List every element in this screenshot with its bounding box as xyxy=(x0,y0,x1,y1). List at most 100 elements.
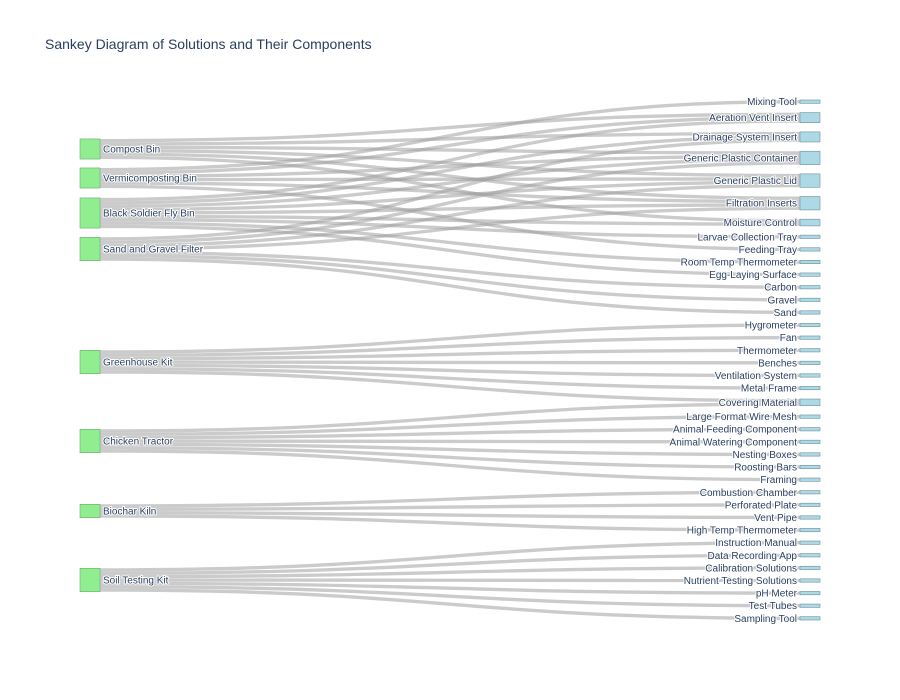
node-vent-pipe[interactable] xyxy=(799,515,821,520)
link-compost-bin-to-aeration-vent-insert[interactable] xyxy=(99,112,801,143)
link-soil-testing-kit-to-instruction-manual[interactable] xyxy=(99,541,801,572)
link-compost-bin-to-drainage-system-insert[interactable] xyxy=(99,131,801,146)
node-generic-plastic-lid[interactable] xyxy=(799,173,821,188)
link-vermicomposting-bin-to-filtration-inserts[interactable] xyxy=(99,181,801,204)
link-sand-and-gravel-filter-to-gravel[interactable] xyxy=(99,254,801,302)
node-ph-meter[interactable] xyxy=(799,591,821,596)
link-vermicomposting-bin-to-generic-plastic-lid[interactable] xyxy=(99,177,801,182)
node-nutrient-testing-solutions[interactable] xyxy=(799,578,821,583)
link-black-soldier-fly-bin-to-drainage-system-insert[interactable] xyxy=(99,135,801,205)
node-hygrometer[interactable] xyxy=(799,323,821,328)
link-vermicomposting-bin-to-generic-plastic-container[interactable] xyxy=(99,154,801,178)
node-framing[interactable] xyxy=(799,477,821,482)
link-soil-testing-kit-to-nutrient-testing-solutions[interactable] xyxy=(99,578,801,583)
node-sampling-tool[interactable] xyxy=(799,616,821,621)
node-carbon[interactable] xyxy=(799,285,821,290)
node-vermicomposting-bin[interactable] xyxy=(79,167,101,189)
node-sand-and-gravel-filter[interactable] xyxy=(79,236,101,262)
node-calibration-solutions[interactable] xyxy=(799,565,821,570)
node-greenhouse-kit[interactable] xyxy=(79,349,101,375)
node-moisture-control[interactable] xyxy=(799,218,821,227)
link-soil-testing-kit-to-calibration-solutions[interactable] xyxy=(99,566,801,579)
node-larvae-collection-tray[interactable] xyxy=(799,234,821,239)
node-label-moisture-control: Moisture Control xyxy=(724,218,797,229)
link-greenhouse-kit-to-metal-frame[interactable] xyxy=(99,367,801,390)
link-biochar-kiln-to-perforated-plate[interactable] xyxy=(99,503,801,511)
node-covering-material[interactable] xyxy=(799,398,821,407)
link-black-soldier-fly-bin-to-aeration-vent-insert[interactable] xyxy=(99,119,801,202)
node-fan[interactable] xyxy=(799,335,821,340)
link-sand-and-gravel-filter-to-filtration-inserts[interactable] xyxy=(99,206,801,251)
node-gravel[interactable] xyxy=(799,297,821,302)
link-soil-testing-kit-to-ph-meter[interactable] xyxy=(99,581,801,595)
link-vermicomposting-bin-to-mixing-tool[interactable] xyxy=(99,100,801,172)
link-greenhouse-kit-to-thermometer[interactable] xyxy=(99,348,801,361)
node-ventilation-system[interactable] xyxy=(799,373,821,378)
node-sand[interactable] xyxy=(799,310,821,315)
node-animal-feeding-component[interactable] xyxy=(799,427,821,432)
link-chicken-tractor-to-framing[interactable] xyxy=(99,449,801,482)
link-compost-bin-to-generic-plastic-lid[interactable] xyxy=(99,149,801,178)
node-generic-plastic-container[interactable] xyxy=(799,150,821,165)
node-label-nutrient-testing-solutions: Nutrient Testing Solutions xyxy=(684,576,797,587)
link-compost-bin-to-filtration-inserts[interactable] xyxy=(99,152,801,200)
node-filtration-inserts[interactable] xyxy=(799,196,821,211)
link-sand-and-gravel-filter-to-carbon[interactable] xyxy=(99,250,801,289)
node-perforated-plate[interactable] xyxy=(799,502,821,507)
link-soil-testing-kit-to-data-recording-app[interactable] xyxy=(99,553,801,575)
link-greenhouse-kit-to-hygrometer[interactable] xyxy=(99,323,801,354)
link-soil-testing-kit-to-test-tubes[interactable] xyxy=(99,585,801,608)
node-feeding-tray[interactable] xyxy=(799,247,821,252)
link-sand-and-gravel-filter-to-sand[interactable] xyxy=(99,257,801,315)
node-animal-watering-component[interactable] xyxy=(799,439,821,444)
link-vermicomposting-bin-to-aeration-vent-insert[interactable] xyxy=(99,115,801,175)
link-sand-and-gravel-filter-to-generic-plastic-container[interactable] xyxy=(99,161,801,244)
node-drainage-system-insert[interactable] xyxy=(799,131,821,143)
link-vermicomposting-bin-to-feeding-tray[interactable] xyxy=(99,184,801,252)
node-mixing-tool[interactable] xyxy=(799,99,821,104)
node-high-temp-thermometer[interactable] xyxy=(799,528,821,533)
link-black-soldier-fly-bin-to-room-temp-thermometer[interactable] xyxy=(99,221,801,264)
link-sand-and-gravel-filter-to-drainage-system-insert[interactable] xyxy=(99,138,801,241)
link-chicken-tractor-to-nesting-boxes[interactable] xyxy=(99,442,801,457)
link-biochar-kiln-to-combustion-chamber[interactable] xyxy=(99,490,801,508)
link-biochar-kiln-to-high-temp-thermometer[interactable] xyxy=(99,514,801,532)
link-black-soldier-fly-bin-to-generic-plastic-lid[interactable] xyxy=(99,180,801,212)
link-chicken-tractor-to-animal-watering-component[interactable] xyxy=(99,439,801,444)
node-combustion-chamber[interactable] xyxy=(799,490,821,495)
link-chicken-tractor-to-roosting-bars[interactable] xyxy=(99,446,801,469)
link-sand-and-gravel-filter-to-generic-plastic-lid[interactable] xyxy=(99,183,801,248)
link-chicken-tractor-to-covering-material[interactable] xyxy=(99,402,801,433)
node-large-format-wire-mesh[interactable] xyxy=(799,414,821,419)
node-nesting-boxes[interactable] xyxy=(799,452,821,457)
node-instruction-manual[interactable] xyxy=(799,540,821,545)
node-data-recording-app[interactable] xyxy=(799,553,821,558)
node-chicken-tractor[interactable] xyxy=(79,428,101,454)
link-soil-testing-kit-to-sampling-tool[interactable] xyxy=(99,588,801,620)
node-roosting-bars[interactable] xyxy=(799,465,821,470)
link-black-soldier-fly-bin-to-filtration-inserts[interactable] xyxy=(99,203,801,215)
link-black-soldier-fly-bin-to-egg-laying-surface[interactable] xyxy=(99,224,801,277)
link-greenhouse-kit-to-benches[interactable] xyxy=(99,360,801,365)
link-compost-bin-to-generic-plastic-container[interactable] xyxy=(99,145,801,155)
link-chicken-tractor-to-animal-feeding-component[interactable] xyxy=(99,427,801,440)
node-aeration-vent-insert[interactable] xyxy=(799,112,821,123)
link-black-soldier-fly-bin-to-generic-plastic-container[interactable] xyxy=(99,157,801,208)
node-thermometer[interactable] xyxy=(799,348,821,353)
node-black-soldier-fly-bin[interactable] xyxy=(79,197,101,229)
link-greenhouse-kit-to-fan[interactable] xyxy=(99,335,801,357)
node-egg-laying-surface[interactable] xyxy=(799,272,821,277)
node-soil-testing-kit[interactable] xyxy=(79,567,101,593)
node-room-temp-thermometer[interactable] xyxy=(799,260,821,264)
node-test-tubes[interactable] xyxy=(799,603,821,608)
node-metal-frame[interactable] xyxy=(799,386,821,391)
link-greenhouse-kit-to-covering-material[interactable] xyxy=(99,370,801,403)
link-black-soldier-fly-bin-to-moisture-control[interactable] xyxy=(99,214,801,226)
node-compost-bin[interactable] xyxy=(79,138,101,160)
link-biochar-kiln-to-vent-pipe[interactable] xyxy=(99,511,801,520)
link-chicken-tractor-to-large-format-wire-mesh[interactable] xyxy=(99,414,801,436)
node-biochar-kiln[interactable] xyxy=(79,503,101,518)
link-greenhouse-kit-to-ventilation-system[interactable] xyxy=(99,363,801,378)
node-benches[interactable] xyxy=(799,360,821,365)
